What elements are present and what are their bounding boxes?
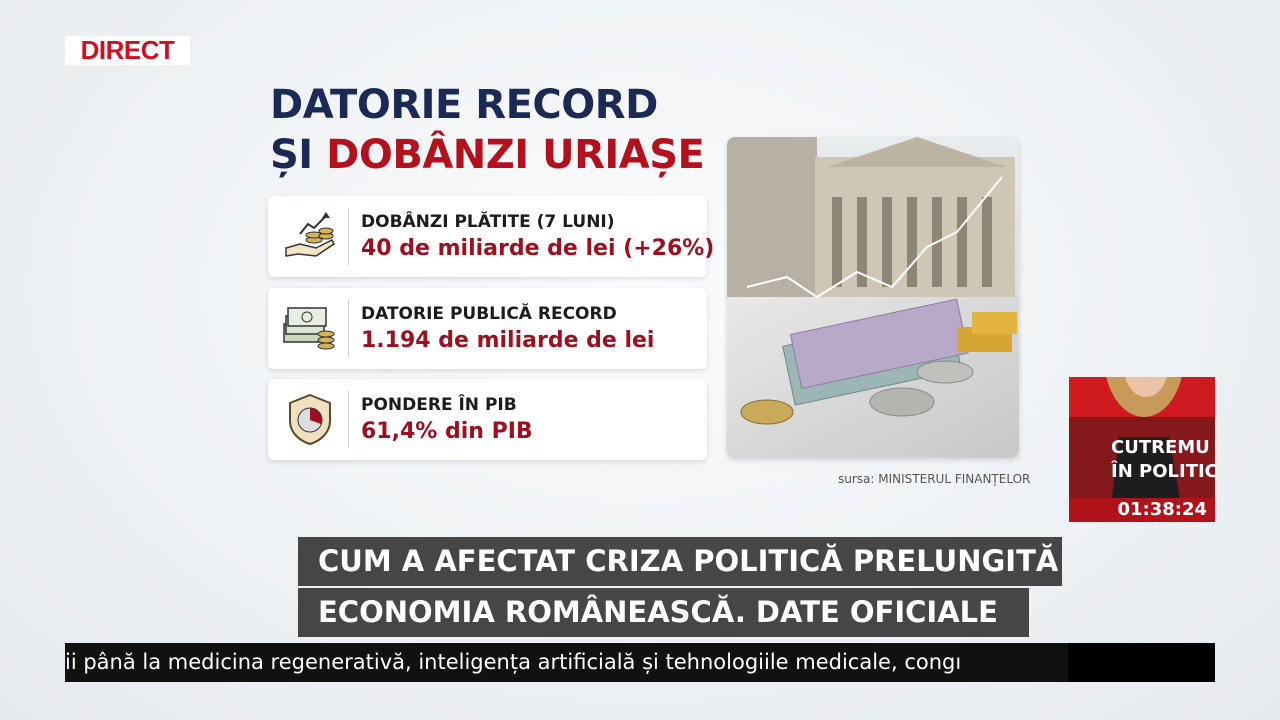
news-ticker: ii până la medicina regenerativă, inteli…: [65, 643, 1215, 682]
card-label: DATORIE PUBLICĂ RECORD: [361, 304, 617, 324]
title-highlight: DOBÂNZI URIAȘE: [326, 132, 705, 178]
headline-line: ECONOMIA ROMÂNEASCĂ. DATE OFICIALE: [298, 588, 1029, 637]
icon-shield-pie: [289, 393, 331, 445]
source-note: sursa: MINISTERUL FINANȚELOR: [838, 472, 1031, 486]
ticker-text: ii până la medicina regenerativă, inteli…: [65, 643, 1068, 682]
info-card: PONDERE ÎN PIB 61,4% din PIB: [268, 379, 707, 460]
separator: [348, 391, 349, 448]
live-badge: DIRECT: [65, 36, 190, 65]
card-value: 61,4% din PIB: [361, 419, 533, 444]
card-label: DOBÂNZI PLĂTITE (7 LUNI): [361, 212, 615, 232]
inset-caption: ÎN POLITICĂ: [1111, 461, 1215, 482]
title-line: DATORIE RECORD: [270, 82, 658, 128]
title-line: ȘI DOBÂNZI URIAȘE: [270, 132, 705, 178]
info-card: DATORIE PUBLICĂ RECORD 1.194 de miliarde…: [268, 288, 707, 369]
icon-coins-hand: [285, 212, 335, 257]
card-value: 40 de miliarde de lei (+26%): [361, 236, 715, 261]
headline-line: CUM A AFECTAT CRIZA POLITICĂ PRELUNGITĂ: [298, 537, 1062, 586]
presenter-inset: CUTREMU ÎN POLITICĂ 01:38:24: [1069, 377, 1215, 522]
separator: [348, 208, 349, 265]
clock: 01:38:24: [1069, 498, 1215, 522]
title-prefix: ȘI: [270, 132, 313, 178]
illustration: [727, 137, 1019, 458]
separator: [348, 300, 349, 357]
card-value: 1.194 de miliarde de lei: [361, 328, 655, 353]
illustration-art: [727, 137, 1019, 458]
presenter-figure: [1069, 377, 1215, 522]
icon-banknotes: [283, 307, 335, 350]
card-label: PONDERE ÎN PIB: [361, 395, 517, 415]
info-card: DOBÂNZI PLĂTITE (7 LUNI) 40 de miliarde …: [268, 196, 714, 277]
inset-caption: CUTREMU: [1111, 437, 1210, 458]
